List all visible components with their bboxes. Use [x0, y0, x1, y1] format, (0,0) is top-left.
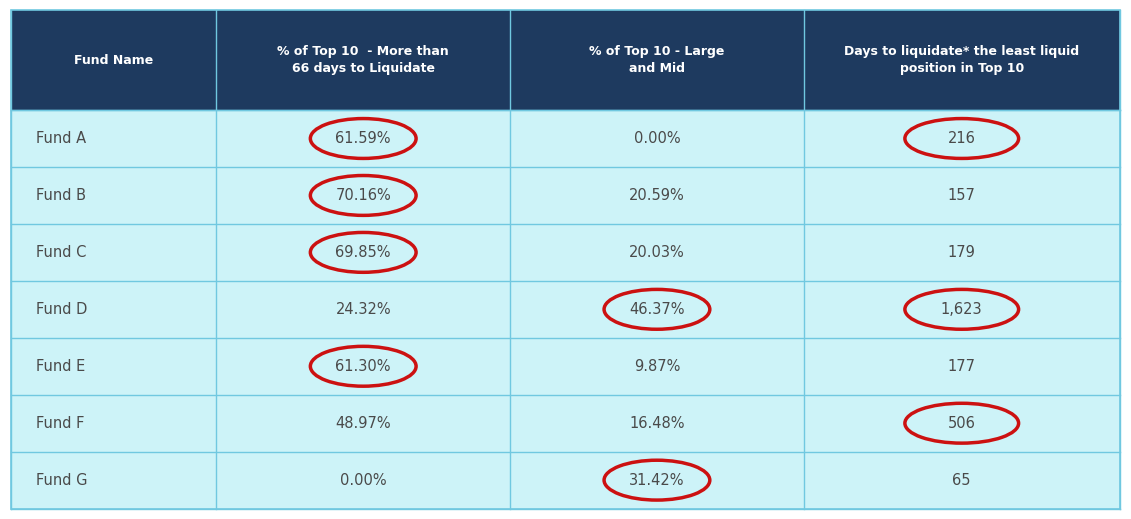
Bar	[216, 224, 510, 281]
Bar	[216, 395, 510, 452]
Text: 20.59%: 20.59%	[629, 188, 684, 203]
Bar	[804, 281, 1120, 338]
Text: % of Top 10 - Large
and Mid: % of Top 10 - Large and Mid	[589, 45, 725, 75]
Bar	[11, 10, 216, 110]
Text: 20.03%: 20.03%	[629, 245, 684, 260]
Bar	[804, 224, 1120, 281]
Text: 0.00%: 0.00%	[340, 473, 387, 488]
Bar	[804, 10, 1120, 110]
Text: 61.30%: 61.30%	[336, 359, 391, 374]
Text: 157: 157	[948, 188, 976, 203]
Text: 48.97%: 48.97%	[336, 416, 391, 431]
Text: 46.37%: 46.37%	[629, 302, 684, 317]
Bar	[804, 167, 1120, 224]
Bar	[216, 338, 510, 395]
Text: 69.85%: 69.85%	[336, 245, 391, 260]
Bar	[510, 110, 804, 167]
Text: Fund D: Fund D	[36, 302, 87, 317]
Bar	[804, 395, 1120, 452]
Bar	[216, 167, 510, 224]
Bar	[11, 395, 216, 452]
Text: 9.87%: 9.87%	[633, 359, 680, 374]
Text: Fund A: Fund A	[36, 131, 86, 146]
Bar	[11, 338, 216, 395]
Text: % of Top 10  - More than
66 days to Liquidate: % of Top 10 - More than 66 days to Liqui…	[277, 45, 449, 75]
Bar	[804, 110, 1120, 167]
Bar	[804, 452, 1120, 509]
Text: 65: 65	[952, 473, 972, 488]
Text: 177: 177	[948, 359, 976, 374]
Text: 70.16%: 70.16%	[336, 188, 391, 203]
Text: Days to liquidate* the least liquid
position in Top 10: Days to liquidate* the least liquid posi…	[844, 45, 1079, 75]
Text: 506: 506	[948, 416, 976, 431]
Text: Fund E: Fund E	[36, 359, 86, 374]
Text: Fund B: Fund B	[36, 188, 86, 203]
Bar	[11, 167, 216, 224]
Text: 216: 216	[948, 131, 976, 146]
Text: Fund G: Fund G	[36, 473, 88, 488]
Text: 179: 179	[948, 245, 976, 260]
Bar	[510, 224, 804, 281]
Text: 61.59%: 61.59%	[336, 131, 391, 146]
Text: 24.32%: 24.32%	[336, 302, 391, 317]
Text: 16.48%: 16.48%	[629, 416, 684, 431]
Text: 1,623: 1,623	[941, 302, 983, 317]
Text: Fund C: Fund C	[36, 245, 87, 260]
Bar	[510, 452, 804, 509]
Bar	[11, 452, 216, 509]
Bar	[216, 281, 510, 338]
Text: 0.00%: 0.00%	[633, 131, 680, 146]
Bar	[804, 338, 1120, 395]
Bar	[510, 395, 804, 452]
Bar	[216, 10, 510, 110]
Bar	[216, 110, 510, 167]
Bar	[11, 110, 216, 167]
Bar	[510, 10, 804, 110]
Bar	[510, 281, 804, 338]
Bar	[11, 281, 216, 338]
Bar	[216, 452, 510, 509]
Text: Fund F: Fund F	[36, 416, 85, 431]
Bar	[510, 167, 804, 224]
Bar	[510, 338, 804, 395]
Text: Fund Name: Fund Name	[75, 53, 154, 67]
Text: 31.42%: 31.42%	[629, 473, 684, 488]
Bar	[11, 224, 216, 281]
